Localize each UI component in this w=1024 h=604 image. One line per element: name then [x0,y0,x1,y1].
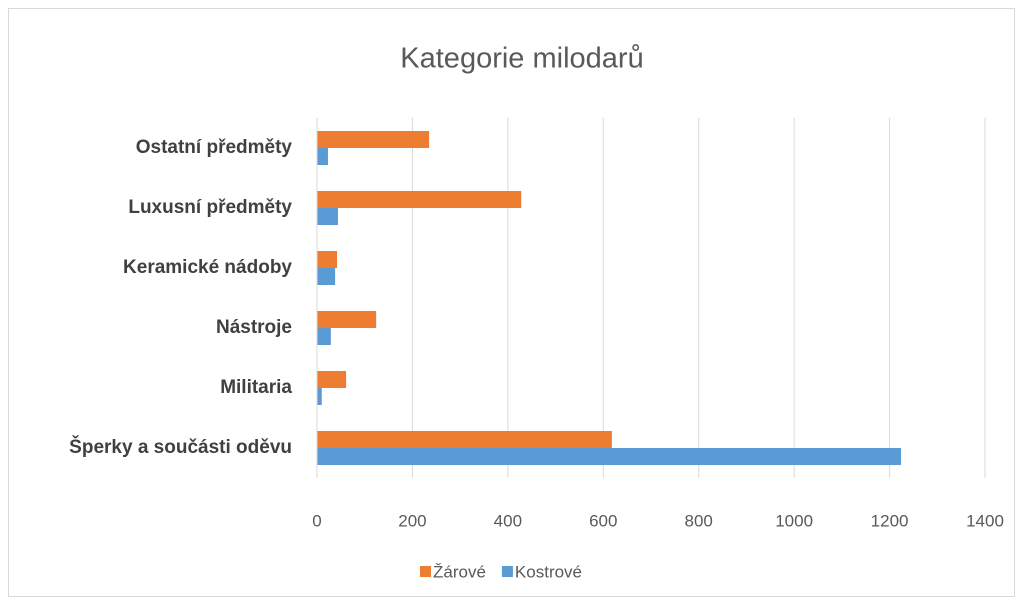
legend-label: Žárové [433,562,486,581]
x-tick-label: 600 [589,511,617,530]
bar [317,328,331,345]
bar [317,268,336,285]
chart-frame [8,8,1015,597]
chart-title: Kategorie milodarů [400,43,643,75]
bar [317,131,430,148]
bar [317,191,522,208]
y-tick-label: Ostatní předměty [136,137,293,158]
bar [317,311,377,328]
bar [317,251,338,268]
x-tick-label: 400 [494,511,522,530]
x-tick-label: 1400 [966,511,1004,530]
y-tick-label: Šperky a součásti oděvu [69,436,292,458]
y-tick-label: Militaria [220,377,292,398]
y-tick-label: Luxusní předměty [128,197,292,218]
bar [317,208,338,225]
y-tick-label: Keramické nádoby [123,257,292,278]
y-tick-label: Nástroje [216,317,292,338]
bar [317,388,322,405]
legend-swatch [420,566,431,577]
x-tick-label: 1200 [871,511,909,530]
x-tick-label: 200 [398,511,426,530]
legend-swatch [501,566,513,577]
x-tick-label: 800 [685,511,713,530]
bar [317,431,612,448]
x-tick-label: 0 [312,511,321,530]
bar [317,148,328,165]
bar [317,371,347,388]
bar [317,448,902,465]
x-tick-label: 1000 [775,511,813,530]
legend-label: Kostrové [515,562,582,581]
